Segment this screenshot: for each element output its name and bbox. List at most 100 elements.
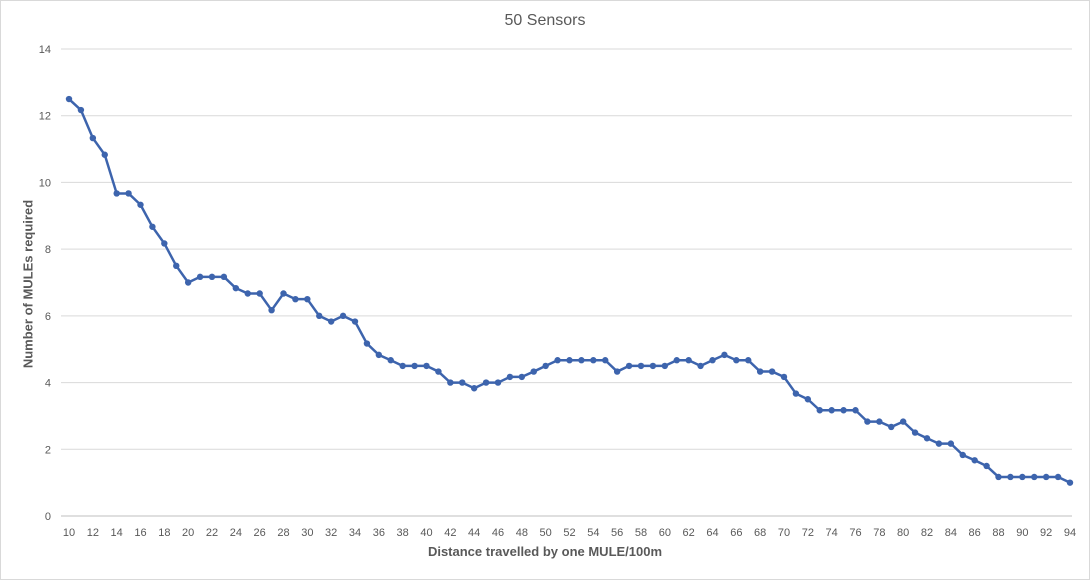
data-point — [971, 457, 978, 464]
data-point — [1054, 473, 1062, 481]
data-point — [602, 357, 609, 364]
data-point — [673, 357, 680, 364]
x-axis-label: Distance travelled by one MULE/100m — [427, 544, 663, 559]
data-point — [947, 440, 955, 447]
x-tick-label: 28 — [277, 527, 289, 539]
data-point — [613, 368, 621, 375]
data-point — [852, 407, 859, 414]
data-point — [125, 190, 132, 197]
x-tick-label: 56 — [611, 527, 623, 539]
data-point — [304, 295, 311, 303]
data-point — [435, 368, 442, 375]
data-point — [816, 407, 823, 414]
x-tick-label: 58 — [635, 527, 647, 539]
data-point — [697, 362, 704, 370]
data-point — [137, 201, 144, 208]
data-point — [411, 362, 418, 370]
data-point — [161, 240, 168, 247]
data-point — [1066, 479, 1074, 486]
x-tick-label: 46 — [492, 527, 504, 539]
data-point — [745, 357, 752, 364]
data-point — [959, 451, 966, 459]
x-tick-label: 24 — [230, 527, 242, 539]
data-point — [113, 190, 120, 197]
x-tick-label: 32 — [325, 527, 337, 539]
x-tick-label: 82 — [921, 527, 933, 539]
x-tick-label: 66 — [730, 527, 742, 539]
x-tick-label: 38 — [397, 527, 409, 539]
data-point — [327, 318, 335, 325]
x-tick-label: 36 — [373, 527, 385, 539]
x-tick-label: 14 — [111, 527, 123, 539]
x-tick-label: 12 — [87, 527, 99, 539]
x-tick-label: 90 — [1016, 527, 1028, 539]
data-point — [530, 368, 537, 375]
y-tick-label: 2 — [45, 444, 51, 456]
y-tick-label: 10 — [39, 177, 51, 189]
data-point — [351, 318, 359, 325]
x-tick-label: 94 — [1064, 527, 1076, 539]
data-point — [268, 306, 275, 314]
x-tick-label: 34 — [349, 527, 361, 539]
data-point — [339, 312, 347, 320]
x-tick-label: 48 — [516, 527, 528, 539]
data-point — [721, 351, 728, 359]
y-tick-label: 0 — [45, 511, 51, 523]
series-line — [68, 98, 1071, 484]
data-point — [232, 284, 240, 292]
data-point — [184, 279, 192, 286]
data-point — [208, 273, 216, 281]
y-tick-label: 8 — [45, 244, 51, 256]
data-point — [447, 379, 454, 386]
data-point — [590, 357, 597, 364]
data-point — [828, 407, 835, 414]
data-point — [566, 357, 573, 364]
x-tick-label: 44 — [468, 527, 480, 539]
x-tick-label: 60 — [659, 527, 671, 539]
data-point — [923, 435, 931, 442]
data-point — [1019, 473, 1026, 481]
data-point — [768, 368, 776, 375]
data-point — [77, 106, 85, 114]
data-point — [899, 418, 907, 425]
data-point — [375, 351, 383, 359]
data-point — [149, 223, 156, 230]
data-point — [864, 418, 871, 425]
data-point — [649, 362, 657, 370]
data-point — [661, 362, 669, 370]
data-point — [888, 423, 895, 431]
data-point — [1042, 473, 1050, 481]
data-point — [554, 357, 561, 364]
data-point — [101, 151, 108, 158]
x-tick-label: 16 — [134, 527, 146, 539]
data-point — [196, 273, 204, 281]
data-point — [578, 357, 585, 364]
data-point — [220, 273, 228, 281]
data-point — [89, 134, 97, 142]
data-point — [625, 362, 633, 370]
data-point — [1007, 473, 1014, 481]
data-point — [935, 440, 943, 447]
data-point — [292, 295, 299, 303]
data-point — [459, 379, 466, 386]
y-tick-label: 14 — [39, 44, 51, 56]
data-point — [876, 418, 883, 425]
data-point — [780, 373, 788, 381]
data-point — [244, 290, 251, 297]
data-point — [518, 373, 526, 381]
y-tick-label: 4 — [45, 378, 51, 390]
x-tick-label: 92 — [1040, 527, 1052, 539]
data-point — [840, 407, 847, 414]
x-tick-label: 88 — [992, 527, 1004, 539]
x-tick-label: 30 — [301, 527, 313, 539]
x-tick-label: 10 — [63, 527, 75, 539]
x-tick-label: 72 — [802, 527, 814, 539]
x-tick-label: 54 — [587, 527, 599, 539]
x-tick-label: 50 — [540, 527, 552, 539]
data-point — [637, 362, 645, 370]
x-tick-label: 20 — [182, 527, 194, 539]
data-point — [756, 368, 764, 375]
data-point — [983, 462, 990, 470]
x-tick-label: 76 — [849, 527, 861, 539]
